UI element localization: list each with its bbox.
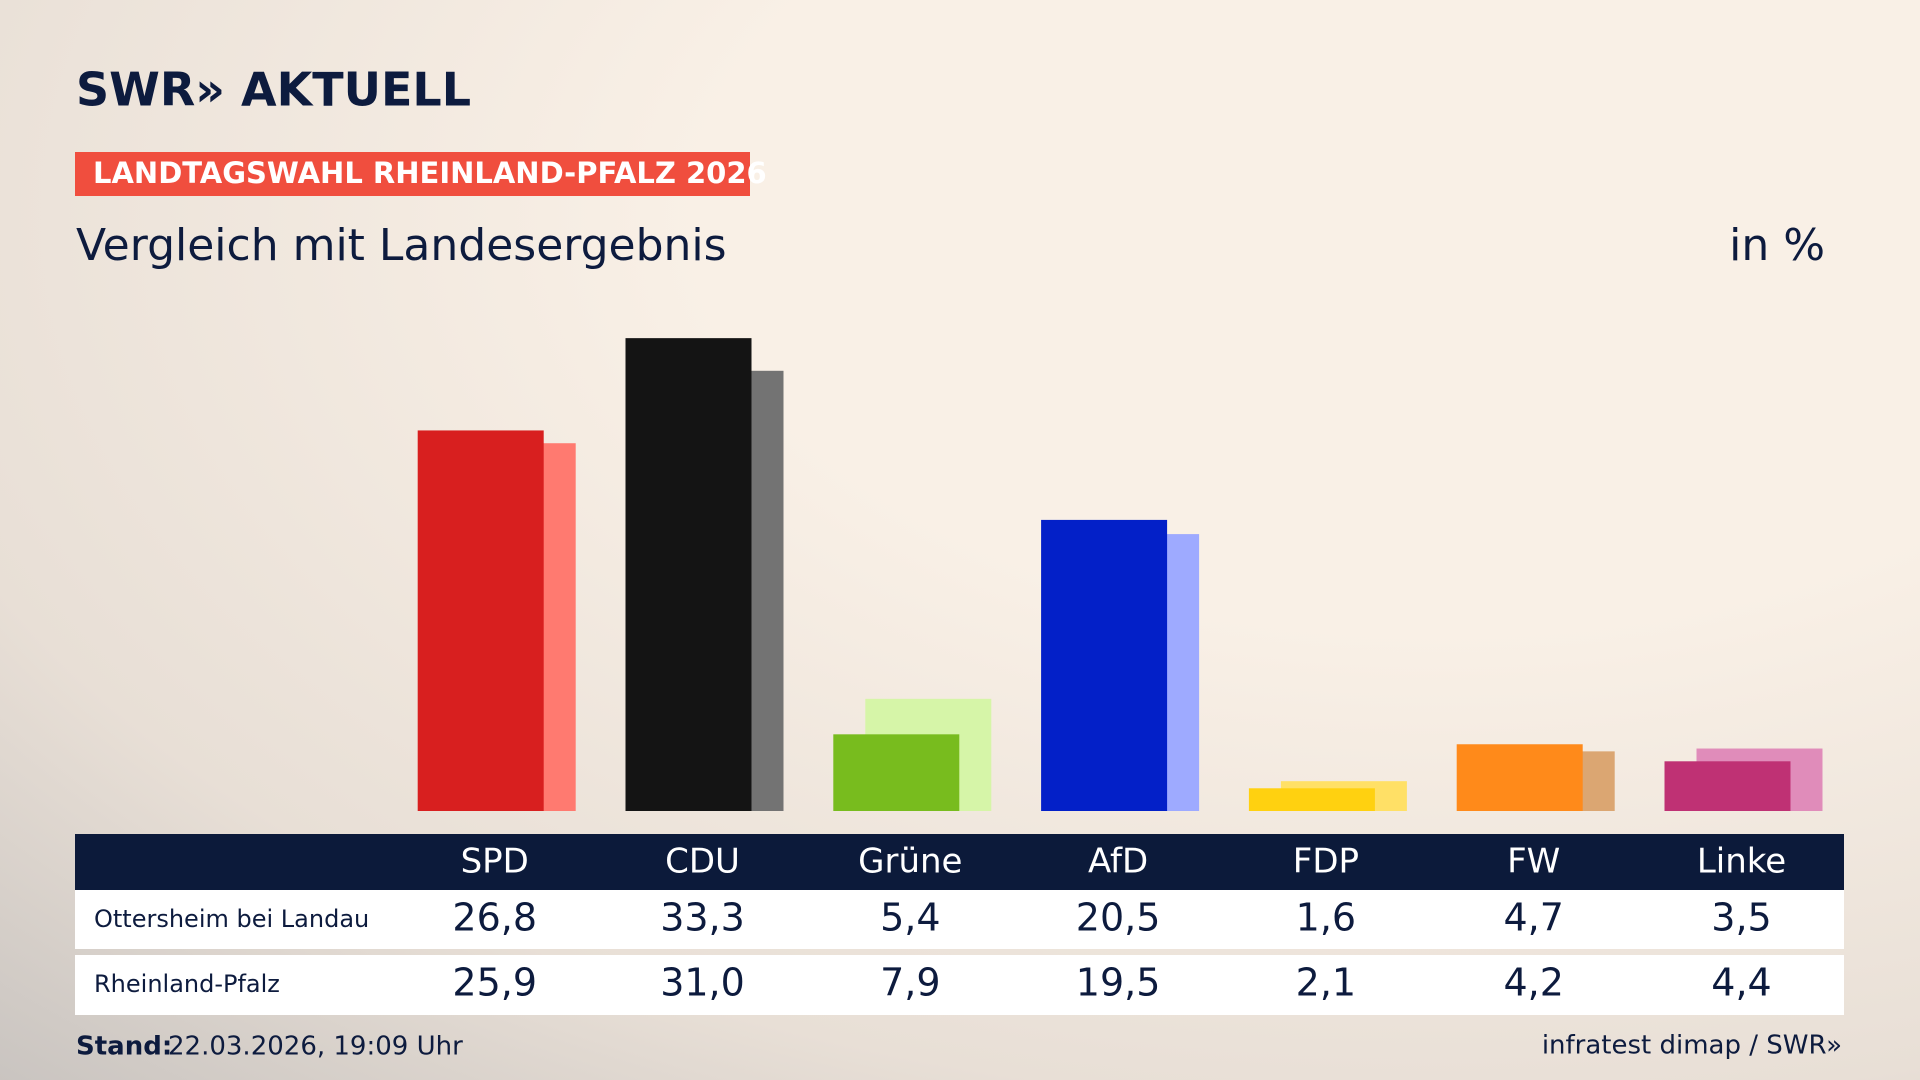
value-label: 1,6 [1296, 896, 1356, 940]
value-label: 31,0 [660, 961, 745, 1005]
bar [625, 338, 752, 811]
category-label: Linke [1697, 842, 1786, 882]
stand-label: Stand: [76, 1032, 172, 1062]
category-label: CDU [665, 842, 740, 882]
bar [1664, 761, 1791, 811]
value-label: 4,2 [1503, 961, 1563, 1005]
banner-text: LANDTAGSWAHL RHEINLAND-PFALZ 2026 [93, 156, 767, 190]
brand: SWR» AKTUELL [76, 63, 471, 117]
category-label: FW [1507, 842, 1560, 882]
row-label: Ottersheim bei Landau [94, 905, 369, 933]
table-row [75, 890, 1844, 949]
value-label: 3,5 [1711, 896, 1771, 940]
value-label: 25,9 [452, 961, 537, 1005]
unit: in % [1729, 220, 1825, 271]
bar [833, 734, 960, 811]
source: infratest dimap / SWR» [1542, 1031, 1842, 1061]
value-label: 20,5 [1076, 896, 1161, 940]
table-header [75, 834, 1844, 890]
category-label: Grüne [858, 842, 962, 882]
value-label: 5,4 [880, 896, 940, 940]
stand: 22.03.2026, 19:09 Uhr [168, 1032, 463, 1062]
category-label: SPD [461, 842, 529, 882]
bar [417, 430, 544, 811]
row-label: Rheinland-Pfalz [94, 970, 280, 998]
value-label: 4,4 [1711, 961, 1771, 1005]
value-label: 7,9 [880, 961, 940, 1005]
banner [75, 152, 750, 196]
chart-title: Vergleich mit Landesergebnis [76, 220, 727, 271]
value-label: 2,1 [1296, 961, 1356, 1005]
value-label: 19,5 [1076, 961, 1161, 1005]
table-row [75, 955, 1844, 1015]
bar [1456, 744, 1583, 811]
bar [1041, 519, 1168, 811]
value-label: 4,7 [1503, 896, 1563, 940]
value-label: 33,3 [660, 896, 745, 940]
category-label: FDP [1293, 842, 1359, 882]
category-label: AfD [1088, 842, 1148, 882]
value-label: 26,8 [452, 896, 537, 940]
bar [1248, 788, 1375, 811]
